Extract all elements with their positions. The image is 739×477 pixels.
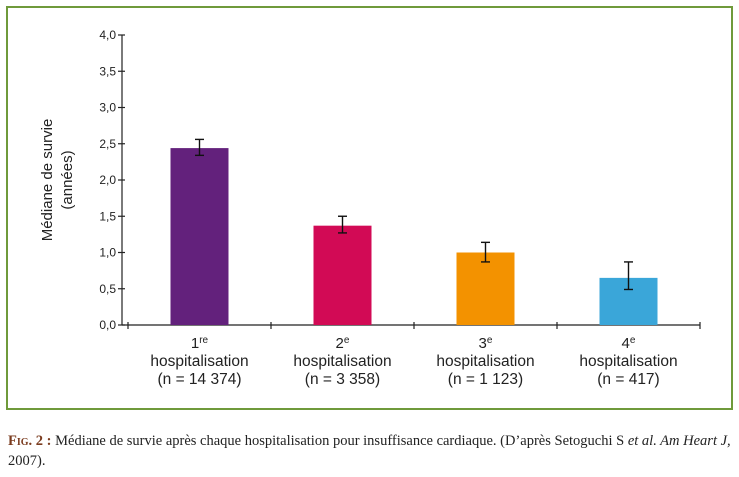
y-tick-label: 1,0 [99, 246, 116, 260]
x-category-label: hospitalisation [579, 353, 677, 370]
error-bar-3 [481, 241, 490, 263]
x-category-label: hospitalisation [150, 353, 248, 370]
y-axis-title: Médiane de survie [39, 119, 56, 242]
chart-frame: 0,0 0,5 1,0 1,5 2,0 2,5 3,0 3,5 4,0 Médiane de su… [6, 6, 733, 410]
y-tick-label: 4,0 [99, 28, 116, 42]
x-category-ordinal: 3e [479, 335, 493, 352]
x-category-count: (n = 14 374) [157, 371, 241, 388]
bar-chart: 0,0 0,5 1,0 1,5 2,0 2,5 3,0 3,5 4,0 Médiane de su… [39, 28, 701, 388]
y-tick-label: 0,5 [99, 282, 116, 296]
y-tick-label: 2,5 [99, 137, 116, 151]
y-tick-label: 1,5 [99, 209, 116, 223]
error-bar-4 [624, 261, 633, 291]
error-bar-1 [195, 138, 204, 157]
x-category-ordinal: 1re [191, 335, 209, 352]
x-category-ordinal: 2e [336, 335, 350, 352]
x-category-label: hospitalisation [293, 353, 391, 370]
y-tick-label: 3,0 [99, 101, 116, 115]
figure-caption: Fig. 2 : Médiane de survie après chaque … [8, 431, 736, 471]
bar-2 [313, 225, 372, 325]
y-tick-label: 2,0 [99, 173, 116, 187]
x-category-label: hospitalisation [436, 353, 534, 370]
bar-3 [456, 252, 515, 325]
y-tick-label: 3,5 [99, 64, 116, 78]
caption-text: Médiane de survie après chaque hospitali… [51, 433, 628, 449]
caption-year: 2007). [8, 453, 46, 469]
error-bar-2 [338, 215, 347, 234]
x-category-count: (n = 3 358) [305, 371, 380, 388]
figure-label: Fig. 2 : [8, 433, 52, 449]
bar-1 [170, 148, 229, 325]
y-tick-label: 0,0 [99, 318, 116, 332]
x-category-count: (n = 417) [597, 371, 659, 388]
y-axis-subtitle: (années) [59, 150, 76, 209]
x-category-count: (n = 1 123) [448, 371, 523, 388]
x-category-ordinal: 4e [622, 335, 636, 352]
caption-citation: et al. Am Heart J, [627, 433, 731, 449]
